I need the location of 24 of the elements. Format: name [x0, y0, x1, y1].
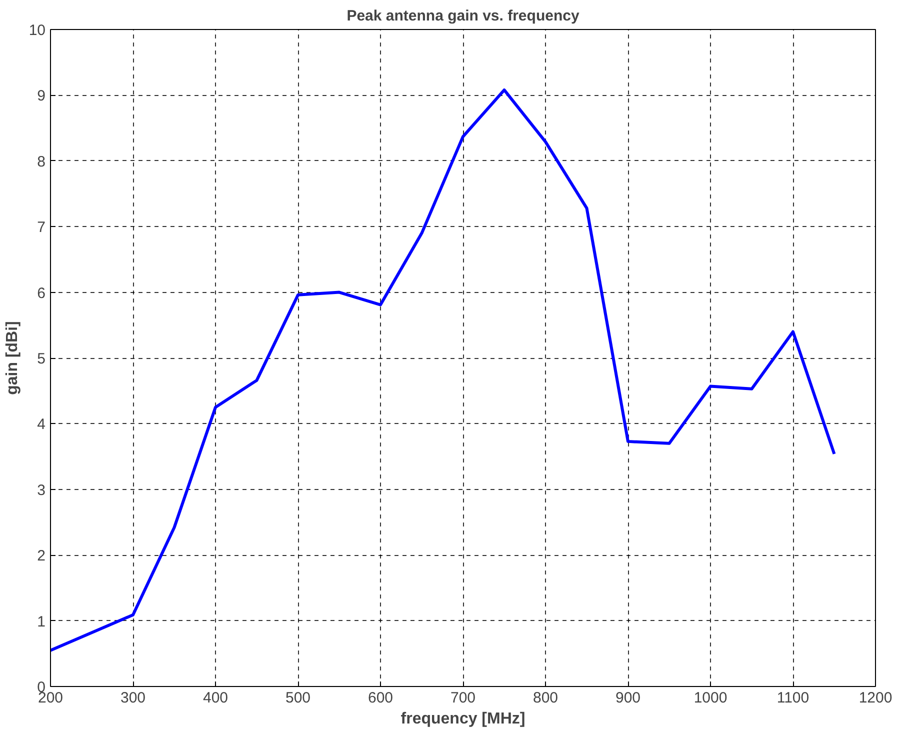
y-tick-label: 7	[37, 219, 46, 236]
x-tick-label: 600	[368, 690, 394, 706]
x-axis-title: frequency [MHz]	[400, 710, 526, 728]
y-tick-label: 1	[37, 613, 46, 630]
x-tick-label: 900	[615, 690, 641, 706]
y-tick-label: 4	[37, 416, 46, 434]
x-tick-label: 300	[120, 690, 146, 706]
x-tick-label: 500	[285, 690, 311, 706]
y-tick-label: 5	[37, 350, 46, 368]
x-tick-label: 700	[450, 690, 476, 706]
y-tick-label: 8	[37, 153, 46, 170]
y-tick-label: 10	[28, 22, 46, 39]
x-tick-label: 400	[202, 690, 228, 706]
y-tick-label: 6	[37, 284, 46, 302]
x-tick-label: 1000	[694, 690, 728, 706]
chart-title: Peak antenna gain vs. frequency	[346, 8, 580, 24]
y-tick-label: 2	[37, 548, 46, 565]
x-tick-label: 800	[532, 690, 558, 706]
x-tick-label: 1100	[776, 690, 810, 706]
line-series	[50, 88, 836, 652]
y-tick-label: 3	[37, 482, 46, 499]
y-axis-title: gain [dBi]	[4, 321, 21, 395]
y-tick-label: 9	[37, 88, 46, 105]
x-tick-label: 1200	[858, 690, 892, 706]
